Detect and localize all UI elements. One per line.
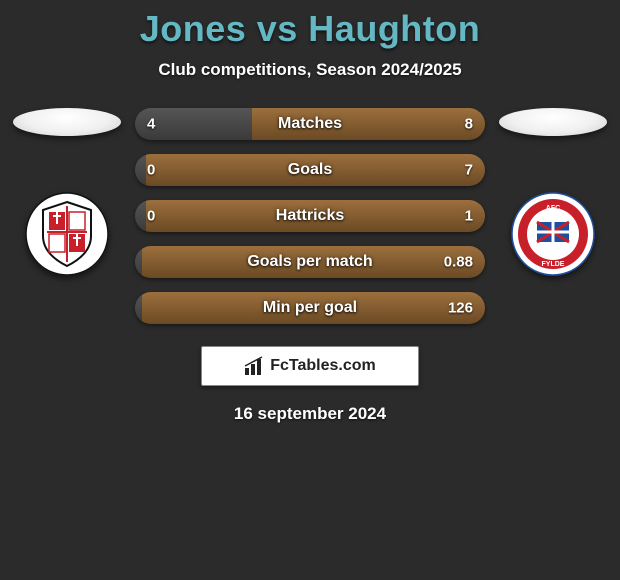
bar-label: Goals per match [247, 253, 372, 271]
bar-label: Hattricks [276, 207, 344, 225]
round-crest-icon: AFC FYLDE [511, 192, 595, 276]
stat-bar-row: Hattricks 0 1 [135, 200, 485, 232]
bar-left-value: 0 [147, 162, 155, 179]
bar-right-value: 8 [465, 116, 473, 133]
stat-bar-row: Goals 0 7 [135, 154, 485, 186]
left-player-column [13, 108, 121, 276]
footer-date: 16 september 2024 [0, 404, 620, 424]
shield-crest-icon [25, 192, 109, 276]
bar-right-value: 126 [448, 300, 473, 317]
stat-bar-row: Matches 4 8 [135, 108, 485, 140]
bar-left-value: 0 [147, 208, 155, 225]
left-disc-icon [13, 108, 121, 136]
bar-label: Min per goal [263, 299, 357, 317]
bar-right-value: 0.88 [444, 254, 473, 271]
stat-bar-row: Min per goal 126 [135, 292, 485, 324]
page-title: Jones vs Haughton [0, 8, 620, 50]
stat-bars: Matches 4 8 Goals 0 7 Hattricks 0 1 Goals per mat… [135, 108, 485, 324]
bar-left-segment [135, 154, 146, 186]
stat-bar-row: Goals per match 0.88 [135, 246, 485, 278]
bar-left-segment [135, 200, 146, 232]
bar-label: Matches [278, 115, 342, 133]
comparison-infographic: Jones vs Haughton Club competitions, Sea… [0, 0, 620, 424]
brand-badge: FcTables.com [201, 346, 419, 386]
subtitle: Club competitions, Season 2024/2025 [0, 60, 620, 80]
left-team-crest [25, 192, 109, 276]
svg-text:AFC: AFC [546, 205, 560, 212]
right-team-crest: AFC FYLDE [511, 192, 595, 276]
bar-label: Goals [288, 161, 332, 179]
bar-left-segment [135, 246, 142, 278]
right-player-column: AFC FYLDE [499, 108, 607, 276]
bar-left-segment [135, 292, 142, 324]
bars-icon [244, 356, 264, 376]
bar-right-value: 1 [465, 208, 473, 225]
comparison-area: Matches 4 8 Goals 0 7 Hattricks 0 1 Goals per mat… [0, 108, 620, 324]
bar-right-value: 7 [465, 162, 473, 179]
bar-left-value: 4 [147, 116, 155, 133]
brand-text: FcTables.com [270, 357, 376, 375]
right-disc-icon [499, 108, 607, 136]
svg-text:FYLDE: FYLDE [542, 261, 565, 268]
